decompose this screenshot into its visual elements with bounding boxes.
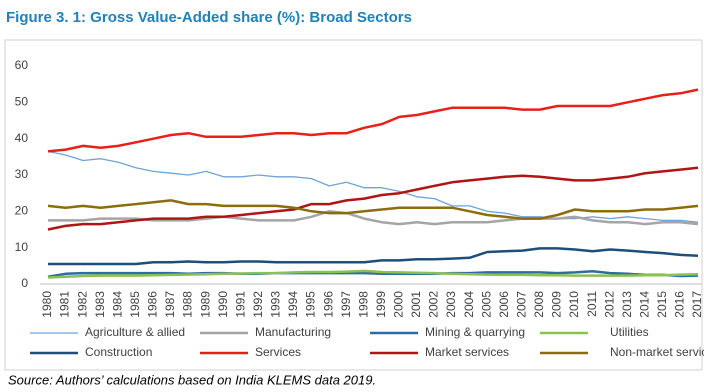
x-tick-label: 2007 [514,291,528,318]
legend-label: Utilities [610,325,649,339]
x-tick-label: 2005 [479,291,493,318]
x-tick-label: 1996 [321,291,335,318]
x-tick-label: 1985 [128,291,142,318]
series-line [48,247,699,266]
x-tick-label: 2000 [392,291,406,318]
x-tick-label: 2001 [409,291,423,318]
x-tick-label: 2016 [673,291,687,318]
series-line [47,269,699,279]
x-tick-label: 1991 [233,291,247,318]
series-line [47,166,699,231]
series-line [47,270,699,278]
legend-label: Mining & quarrying [425,325,525,339]
x-tick-label: 2003 [444,291,458,318]
y-tick-label: 40 [15,131,29,145]
chart-frame [4,39,703,371]
legend-label: Construction [85,345,152,359]
x-tick-label: 1984 [110,291,124,318]
x-tick-label: 1980 [40,291,54,318]
x-tick-label: 1992 [251,291,265,318]
x-tick-label: 1982 [75,291,89,318]
x-tick-label: 2004 [462,291,476,318]
y-tick-label: 0 [21,276,28,290]
x-tick-label: 1993 [269,291,283,318]
series-line [47,150,699,223]
y-tick-label: 20 [15,204,29,218]
x-tick-label: 1989 [198,291,212,318]
x-tick-label: 1981 [58,291,72,318]
legend-label: Services [255,345,301,359]
x-tick-label: 1994 [286,291,300,318]
x-tick-label: 1988 [181,291,195,318]
x-tick-label: 1990 [216,291,230,318]
legend-label: Market services [425,345,509,359]
legend-label: Non-market services [610,345,704,359]
source-note: Source: Authors’ calculations based on I… [8,372,376,387]
y-tick-label: 60 [15,58,29,72]
series-line [48,210,699,226]
x-tick-label: 2009 [550,291,564,318]
x-tick-label: 1997 [339,291,353,318]
x-tick-label: 1986 [146,291,160,318]
x-tick-label: 2015 [655,291,669,318]
legend-label: Agriculture & allied [85,325,185,339]
series-line [47,88,699,153]
x-tick-label: 1999 [374,291,388,318]
x-tick-label: 2013 [620,291,634,318]
x-tick-label: 2006 [497,291,511,318]
x-tick-label: 2014 [637,291,651,318]
x-tick-label: 1987 [163,291,177,318]
x-tick-label: 1995 [304,291,318,318]
x-tick-label: 2017 [690,291,704,318]
x-tick-label: 2010 [567,291,581,318]
y-tick-label: 30 [15,167,29,181]
x-tick-label: 2002 [427,291,441,318]
y-tick-label: 50 [15,95,29,109]
chart-title: Figure 3. 1: Gross Value-Added share (%)… [6,9,412,26]
x-tick-label: 1983 [93,291,107,318]
y-tick-label: 10 [15,240,29,254]
legend-label: Manufacturing [255,325,331,339]
x-tick-label: 2012 [602,291,616,318]
x-tick-label: 1998 [356,291,370,318]
series-line [47,199,699,220]
x-tick-label: 2011 [585,291,599,317]
x-tick-label: 2008 [532,291,546,318]
